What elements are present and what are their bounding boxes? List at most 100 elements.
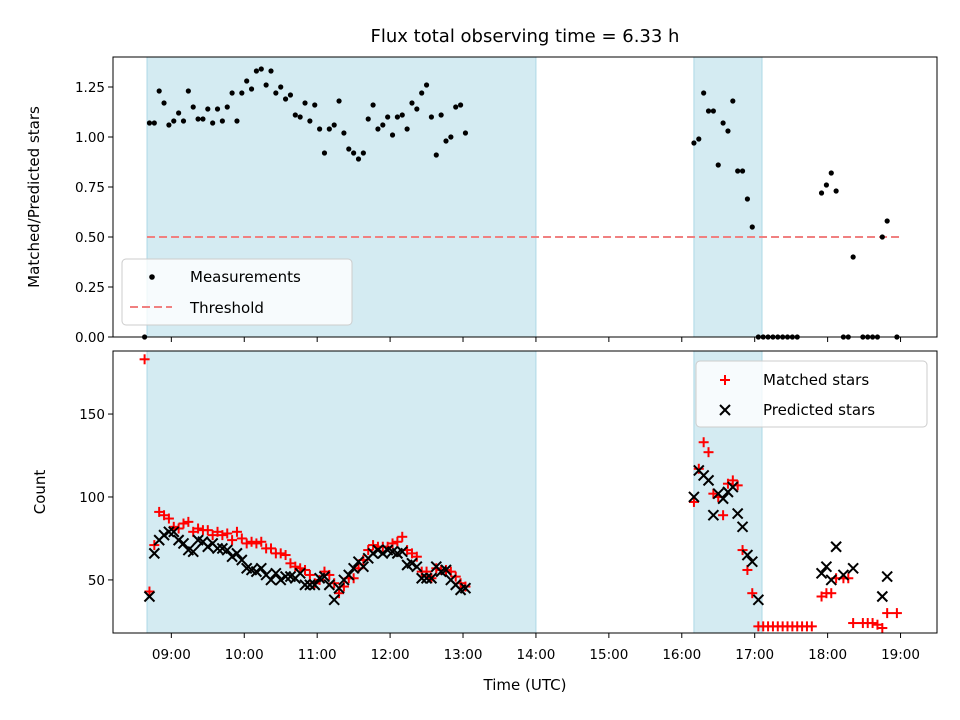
predicted-star-point: [372, 544, 384, 556]
measurement-point: [710, 108, 716, 114]
measurement-point: [850, 254, 856, 260]
matched-star-point: [703, 447, 714, 458]
predicted-star-point: [440, 564, 452, 576]
x-tick-label: 12:00: [371, 647, 410, 663]
matched-star-point: [290, 561, 301, 572]
matched-star-point: [295, 563, 306, 574]
legend-measurements-label: Measurements: [190, 268, 301, 286]
x-tick-label: 11:00: [298, 647, 337, 663]
measurement-point: [200, 116, 206, 122]
measurement-point: [414, 106, 420, 112]
predicted-star-point-b: [187, 546, 199, 558]
predicted-star-point-b: [245, 564, 258, 576]
matched-star-point: [227, 535, 238, 546]
predicted-star-point: [377, 547, 389, 560]
measurement-point: [749, 224, 755, 230]
legend-predicted-marker-b: [719, 404, 731, 416]
measurement-point: [443, 138, 449, 144]
predicted-star-point: [304, 579, 316, 591]
y-tick-label: 0.00: [75, 330, 105, 346]
measurement-point: [210, 120, 216, 126]
measurement-point: [253, 68, 260, 74]
measurement-point: [229, 90, 235, 96]
measurement-point: [302, 100, 308, 106]
predicted-star-point-b: [323, 579, 336, 591]
matched-star-point: [698, 437, 709, 448]
predicted-star-point-b: [440, 564, 452, 576]
matched-star-point: [163, 513, 174, 524]
measurement-point: [180, 118, 187, 124]
x-tick-label: 15:00: [589, 647, 628, 663]
y-tick-label: 1.25: [75, 80, 105, 96]
measurement-point: [696, 136, 702, 142]
predicted-star-point-b: [717, 492, 729, 505]
x-tick-label: 09:00: [152, 647, 191, 663]
measurement-point: [190, 104, 196, 110]
predicted-star-point: [367, 547, 379, 560]
measurement-point: [176, 110, 182, 116]
predicted-star-point: [333, 582, 345, 594]
predicted-star-point: [727, 481, 739, 493]
predicted-star-point-b: [158, 529, 170, 541]
predicted-star-point-b: [688, 491, 700, 503]
measurement-point: [701, 90, 707, 96]
predicted-star-point: [294, 567, 306, 579]
predicted-star-point: [406, 557, 418, 570]
predicted-star-point: [752, 594, 765, 606]
matched-star-point: [460, 581, 471, 592]
predicted-star-point-b: [881, 570, 893, 583]
measurement-point: [833, 188, 839, 194]
predicted-star-point: [731, 507, 744, 520]
measurement-point: [287, 92, 294, 98]
predicted-star-point-b: [746, 555, 758, 568]
x-tick-label: 17:00: [735, 647, 774, 663]
predicted-star-point: [420, 572, 433, 584]
predicted-star-point: [236, 554, 248, 566]
measurement-point: [365, 116, 371, 122]
predicted-star-point: [815, 567, 828, 579]
predicted-star-point-b: [182, 544, 195, 556]
measurement-point: [879, 234, 885, 240]
bottom-legend: Matched stars Predicted stars: [695, 360, 928, 428]
measurement-point: [151, 120, 157, 126]
predicted-star-point: [837, 569, 850, 581]
predicted-star-point-b: [425, 572, 438, 584]
measurement-point: [462, 130, 469, 136]
predicted-star-point-b: [741, 549, 754, 561]
predicted-star-point: [318, 570, 331, 583]
measurement-point: [394, 114, 400, 120]
predicted-star-point-b: [420, 572, 433, 584]
matched-star-point: [877, 623, 888, 634]
predicted-star-point-b: [702, 474, 715, 487]
x-axis-label: Time (UTC): [483, 676, 567, 694]
predicted-star-point-b: [172, 534, 185, 546]
measurement-point: [166, 122, 172, 128]
predicted-star-point: [881, 570, 893, 583]
matched-star-point: [848, 618, 859, 629]
measurement-point: [248, 86, 255, 92]
measurement-point: [161, 100, 167, 106]
predicted-star-point-b: [381, 544, 394, 556]
predicted-star-point: [299, 579, 311, 591]
measurement-point: [818, 190, 825, 196]
x-tick-label: 18:00: [808, 647, 847, 663]
measurement-point: [268, 68, 274, 74]
measurement-point: [720, 120, 726, 126]
predicted-star-point-b: [265, 574, 277, 586]
predicted-star-point-b: [192, 534, 204, 546]
matched-star-point: [826, 588, 837, 599]
measurement-point: [399, 112, 405, 118]
matched-star-point: [246, 536, 257, 547]
bottom-legend-box: [695, 360, 928, 428]
matched-star-point: [202, 525, 213, 536]
measurement-point: [346, 146, 352, 152]
predicted-star-point-b: [328, 594, 340, 606]
predicted-star-point: [343, 569, 355, 581]
x-tick-label: 10:00: [225, 647, 264, 663]
predicted-star-point: [265, 574, 277, 586]
predicted-star-point: [415, 572, 428, 584]
predicted-star-point-b: [736, 521, 749, 533]
predicted-star-point-b: [168, 526, 180, 538]
measurement-point: [205, 106, 211, 112]
legend-threshold-label: Threshold: [189, 299, 264, 317]
